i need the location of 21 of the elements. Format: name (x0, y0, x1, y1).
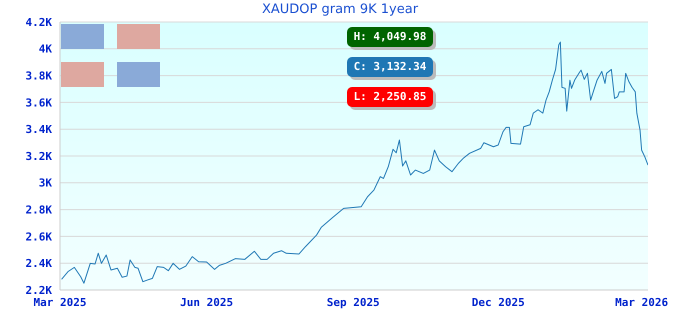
y-tick-label: 2.4K (26, 257, 52, 270)
x-tick-label: Mar 2025 (34, 296, 86, 309)
annotation: H: 4,049.98 (347, 27, 433, 47)
y-tick-label: 3.8K (26, 70, 52, 83)
line-series (61, 42, 648, 284)
y-tick-label: 3.6K (26, 96, 52, 110)
chart-title: XAUDOP gram 9K 1year (260, 2, 420, 17)
y-tick-label: 2.6K (26, 230, 52, 244)
y-tick-label: 4K (38, 42, 52, 56)
x-tick-label: Jun 2025 (180, 296, 234, 309)
annotation: L: 2,250.85 (347, 87, 433, 107)
x-tick-label: Dec 2025 (472, 296, 525, 309)
y-tick-label: 3.4K (26, 123, 52, 136)
y-tick-label: 3K (38, 176, 52, 190)
x-tick-label: Sep 2025 (326, 296, 380, 309)
y-tick-label: 3.2K (26, 150, 52, 163)
y-tick-label: 4.2K (26, 16, 52, 29)
y-tick-label: 2.2K (26, 284, 52, 297)
y-tick-label: 2.8K (26, 204, 52, 217)
x-tick-label: Mar 2026 (615, 296, 668, 309)
annotation: C: 3,132.34 (347, 57, 433, 77)
